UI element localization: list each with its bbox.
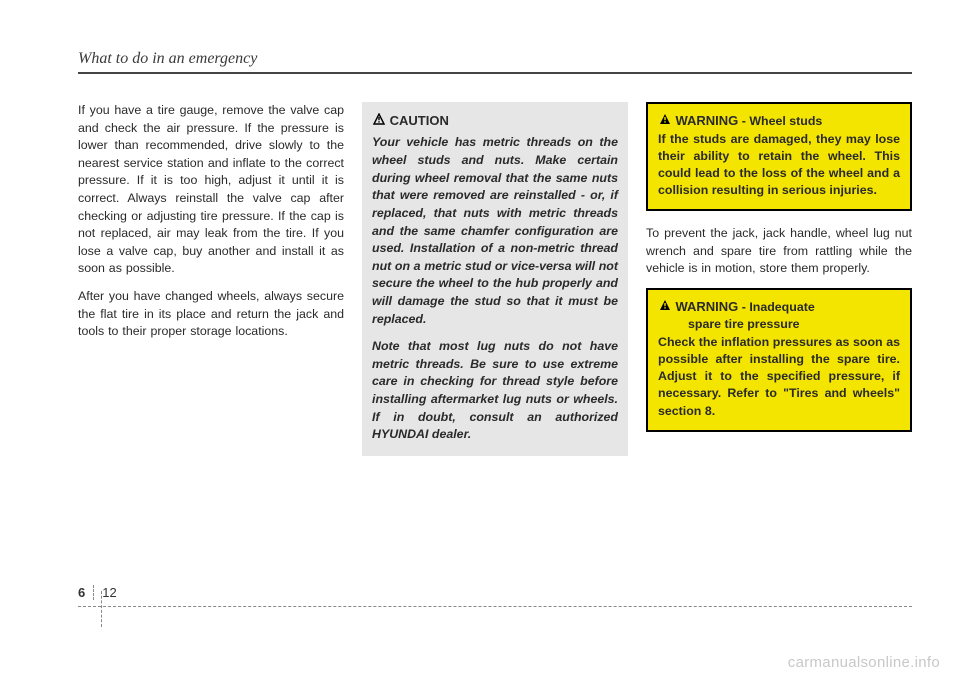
warning-label: WARNING xyxy=(675,113,738,128)
column-3: WARNING - Wheel studs If the studs are d… xyxy=(646,102,912,456)
footer-divider xyxy=(101,591,102,627)
warning-icon xyxy=(658,113,672,131)
warning-heading: WARNING - Inadequate spare tire pressure xyxy=(658,298,900,334)
warning-heading: WARNING - Wheel studs xyxy=(658,112,900,131)
caution-label: CAUTION xyxy=(390,113,449,128)
warning-box: WARNING - Wheel studs If the studs are d… xyxy=(646,102,912,211)
section-number: 6 xyxy=(78,585,94,600)
warning-subtitle: - Inadequate xyxy=(742,300,815,314)
body-paragraph: If you have a tire gauge, remove the val… xyxy=(78,102,344,278)
warning-body: Check the inflation pressures as soon as… xyxy=(658,334,900,420)
page-title: What to do in an emergency xyxy=(78,50,912,74)
watermark: carmanualsonline.info xyxy=(788,654,940,671)
warning-box: WARNING - Inadequate spare tire pressure… xyxy=(646,288,912,432)
column-2: CAUTION Your vehicle has metric threads … xyxy=(362,102,628,456)
warning-body: If the studs are damaged, they may lose … xyxy=(658,131,900,199)
caution-paragraph: Note that most lug nuts do not have metr… xyxy=(372,338,618,444)
manual-page: What to do in an emergency If you have a… xyxy=(0,0,960,689)
warning-icon xyxy=(372,112,386,130)
warning-subtitle: - Wheel studs xyxy=(742,114,823,128)
content-columns: If you have a tire gauge, remove the val… xyxy=(78,102,912,456)
warning-icon xyxy=(658,299,672,317)
page-number: 6 12 xyxy=(78,585,117,600)
column-1: If you have a tire gauge, remove the val… xyxy=(78,102,344,456)
body-paragraph: To prevent the jack, jack handle, wheel … xyxy=(646,225,912,278)
page-footer: 6 12 xyxy=(78,606,912,611)
caution-box: CAUTION Your vehicle has metric threads … xyxy=(362,102,628,456)
caution-heading: CAUTION xyxy=(372,112,618,130)
caution-body: Your vehicle has metric threads on the w… xyxy=(372,134,618,443)
warning-label: WARNING xyxy=(675,299,738,314)
warning-subtitle-line2: spare tire pressure xyxy=(658,316,900,334)
body-paragraph: After you have changed wheels, always se… xyxy=(78,288,344,341)
page-index: 12 xyxy=(102,585,116,600)
caution-paragraph: Your vehicle has metric threads on the w… xyxy=(372,134,618,328)
